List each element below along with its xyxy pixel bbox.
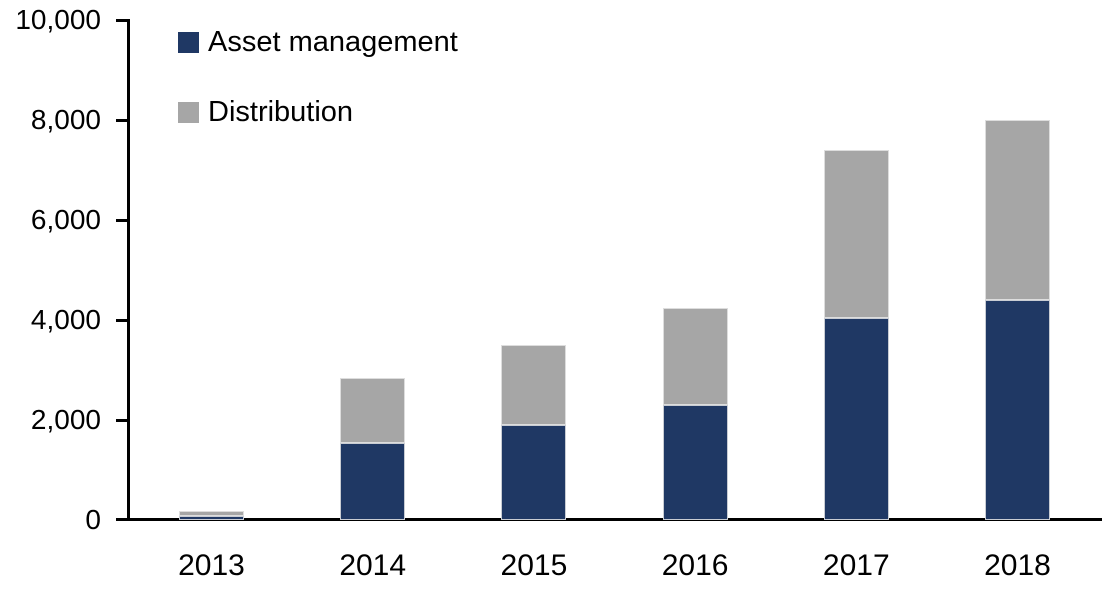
bar-2015-asset-management bbox=[501, 425, 567, 520]
y-tick-mark bbox=[116, 218, 128, 222]
bar-2014-distribution bbox=[340, 377, 406, 443]
x-axis-line bbox=[116, 518, 1102, 521]
legend-item-asset-management: Asset management bbox=[178, 27, 458, 57]
legend-label: Distribution bbox=[208, 96, 354, 128]
x-tick-label-2017: 2017 bbox=[822, 549, 890, 582]
legend-item-distribution: Distribution bbox=[178, 97, 353, 127]
bar-2018-distribution bbox=[985, 120, 1050, 300]
bar-2017-asset-management bbox=[823, 317, 889, 520]
y-tick-label: 0 bbox=[85, 504, 101, 535]
legend-label: Asset management bbox=[208, 26, 458, 58]
bar-2015-distribution bbox=[501, 345, 567, 425]
x-tick-label-2016: 2016 bbox=[661, 549, 729, 582]
bar-2013-asset-management bbox=[179, 515, 244, 520]
bar-2018-asset-management bbox=[985, 300, 1050, 520]
bar-2014-asset-management bbox=[340, 442, 406, 520]
y-tick-label: 10,000 bbox=[15, 4, 101, 35]
y-tick-mark bbox=[116, 418, 128, 422]
legend-swatch-distribution bbox=[178, 101, 199, 123]
bar-2016-asset-management bbox=[662, 405, 728, 520]
y-tick-label: 6,000 bbox=[30, 204, 101, 235]
y-tick-mark bbox=[116, 18, 128, 22]
y-axis-line bbox=[127, 19, 130, 521]
x-tick-label-2014: 2014 bbox=[339, 549, 407, 582]
y-tick-label: 8,000 bbox=[30, 104, 101, 135]
y-tick-label: 2,000 bbox=[30, 404, 101, 435]
y-tick-mark bbox=[116, 118, 128, 122]
bar-2016-distribution bbox=[662, 307, 728, 405]
x-tick-label-2018: 2018 bbox=[984, 549, 1051, 582]
bar-2017-distribution bbox=[823, 150, 889, 318]
bar-2013-distribution bbox=[179, 510, 244, 516]
y-tick-mark bbox=[116, 318, 128, 322]
y-tick-label: 4,000 bbox=[30, 304, 101, 335]
x-tick-label-2015: 2015 bbox=[500, 549, 568, 582]
legend-swatch-asset-management bbox=[178, 31, 199, 53]
x-tick-label-2013: 2013 bbox=[178, 549, 245, 582]
